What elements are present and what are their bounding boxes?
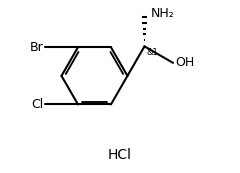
Text: Cl: Cl [31,98,43,111]
Text: OH: OH [176,56,195,69]
Text: Br: Br [30,41,43,54]
Text: NH₂: NH₂ [151,7,175,20]
Text: HCl: HCl [108,148,132,162]
Text: &1: &1 [146,48,158,57]
